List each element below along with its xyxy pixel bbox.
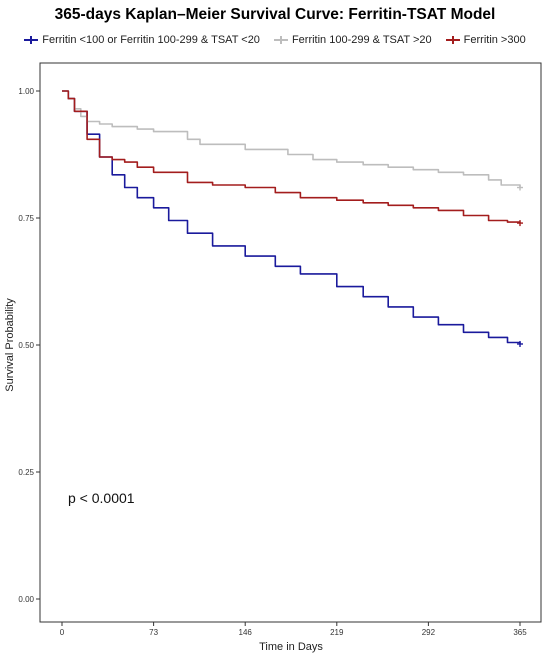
legend-label-series-1: Ferritin <100 or Ferritin 100-299 & TSAT… [42,34,260,46]
plot-panel-border [39,62,542,623]
legend-key-series-1 [24,35,39,45]
legend-item-series-1: Ferritin <100 or Ferritin 100-299 & TSAT… [24,34,260,46]
y-axis: 0.00 0.25 0.50 0.75 1.00 [18,87,40,604]
y-tick-label: 0.75 [18,214,34,223]
y-tick-label: 0.00 [18,595,34,604]
y-tick-label: 0.25 [18,468,34,477]
y-tick-label: 0.50 [18,341,34,350]
y-tick-label: 1.00 [18,87,34,96]
x-axis-title: Time in Days [259,641,323,653]
x-tick-label: 146 [239,628,253,637]
legend-item-series-2: Ferritin 100-299 & TSAT >20 [273,34,432,46]
x-tick-label: 219 [330,628,344,637]
legend-item-series-3: Ferritin >300 [445,34,526,46]
y-axis-title: Survival Probability [4,298,16,392]
x-tick-label: 365 [513,628,527,637]
series-line-2 [62,90,521,188]
legend-key-series-3 [445,35,460,45]
series-line-3 [62,90,521,224]
legend-label-series-2: Ferritin 100-299 & TSAT >20 [291,34,432,46]
chart-title: 365-days Kaplan–Meier Survival Curve: Fe… [54,6,496,23]
series-line-1 [62,90,521,344]
x-tick-label: 0 [60,628,65,637]
legend-key-series-2 [273,35,288,45]
series-layer [62,90,523,347]
x-tick-label: 292 [422,628,436,637]
legend: Ferritin <100 or Ferritin 100-299 & TSAT… [0,34,550,46]
x-axis: 0 73 146 219 292 365 [60,622,527,637]
p-value-annotation: p < 0.0001 [68,490,135,506]
x-tick-label: 73 [149,628,158,637]
legend-label-series-3: Ferritin >300 [463,34,526,46]
